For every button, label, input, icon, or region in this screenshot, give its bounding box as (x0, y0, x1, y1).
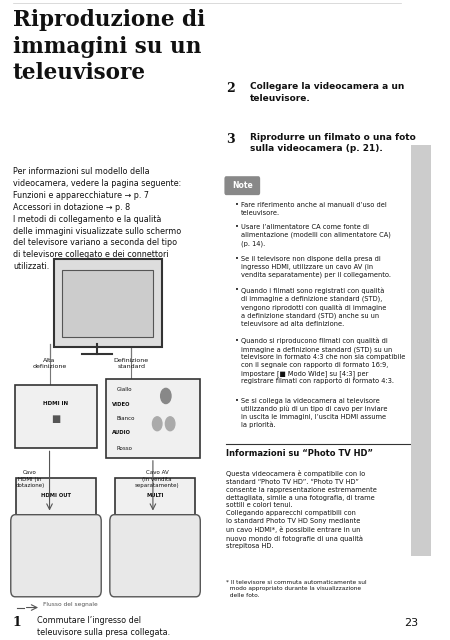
Text: HDMI OUT: HDMI OUT (41, 493, 71, 498)
Text: Per informazioni sul modello della
videocamera, vedere la pagina seguente:
Funzi: Per informazioni sul modello della video… (13, 167, 181, 212)
FancyBboxPatch shape (11, 515, 101, 596)
Text: 23: 23 (404, 618, 418, 628)
Text: Cavo
HDMI (in
dotazione): Cavo HDMI (in dotazione) (16, 470, 45, 488)
Text: •: • (235, 398, 239, 404)
Text: •: • (235, 202, 239, 208)
Text: AUDIO: AUDIO (112, 430, 131, 435)
Circle shape (166, 417, 175, 431)
Text: Bianco: Bianco (116, 416, 135, 421)
FancyBboxPatch shape (225, 176, 260, 195)
Text: Commutare l’ingresso del
teleuvisore sulla presa collegata.: Commutare l’ingresso del teleuvisore sul… (36, 616, 170, 637)
Text: Alta
definizione: Alta definizione (32, 358, 67, 369)
FancyBboxPatch shape (54, 259, 162, 348)
Circle shape (153, 417, 162, 431)
Text: Cavo AV
(in vendita
separatamente): Cavo AV (in vendita separatamente) (135, 470, 180, 488)
Text: Quando i filmati sono registrati con qualità
di immagine a definizione standard : Quando i filmati sono registrati con qua… (241, 287, 387, 326)
Text: Rosso: Rosso (116, 446, 132, 451)
Text: Riprodurre un filmato o una foto
sulla videocamera (p. 21).: Riprodurre un filmato o una foto sulla v… (250, 132, 415, 154)
Text: Fare riferimento anche ai manuali d’uso del
teleuvisore.: Fare riferimento anche ai manuali d’uso … (241, 202, 387, 216)
FancyBboxPatch shape (110, 515, 200, 596)
Text: Registrazione/riproduzione: Registrazione/riproduzione (417, 292, 426, 410)
Text: •: • (235, 338, 239, 344)
Bar (411, 145, 431, 556)
Text: •: • (235, 256, 239, 262)
Text: Collegare la videocamera a un
teleuvisore.: Collegare la videocamera a un teleuvisor… (250, 82, 404, 103)
Circle shape (161, 388, 171, 404)
Text: I metodi di collegamento e la qualità
delle immagini visualizzate sullo schermo
: I metodi di collegamento e la qualità de… (13, 214, 181, 271)
Text: •: • (235, 224, 239, 230)
Text: VIDEO: VIDEO (112, 403, 130, 407)
Text: Quando si riproducono filmati con qualità di
immagine a definizione standard (ST: Quando si riproducono filmati con qualit… (241, 338, 405, 385)
Text: Informazioni su “Photo TV HD”: Informazioni su “Photo TV HD” (226, 449, 373, 458)
Text: * Il televisore si commuta automaticamente sul
  modo appropriato durante la vis: * Il televisore si commuta automaticamen… (226, 580, 367, 598)
Text: Definizione
standard: Definizione standard (114, 358, 149, 369)
Text: Note: Note (232, 181, 252, 190)
Text: ■: ■ (51, 414, 61, 424)
FancyBboxPatch shape (15, 385, 97, 449)
Text: Se il televisore non dispone della presa di
ingresso HDMI, utilizzare un cavo AV: Se il televisore non dispone della presa… (241, 256, 391, 278)
Text: 1: 1 (13, 616, 22, 628)
Text: Usare l’alimentatore CA come fonte di
alimentazione (modelli con alimentatore CA: Usare l’alimentatore CA come fonte di al… (241, 224, 391, 246)
Text: Flusso del segnale: Flusso del segnale (43, 602, 98, 607)
Text: MULTI: MULTI (146, 493, 164, 498)
Text: 3: 3 (226, 132, 235, 146)
Text: Questa videocamera è compatibile con lo
standard “Photo TV HD”. “Photo TV HD”
co: Questa videocamera è compatibile con lo … (226, 470, 377, 549)
FancyBboxPatch shape (106, 379, 200, 458)
FancyBboxPatch shape (115, 478, 195, 516)
Text: Riproduzione di
immagini su un
teleuvisore: Riproduzione di immagini su un teleuviso… (13, 10, 205, 84)
Text: •: • (235, 287, 239, 293)
Text: Se si collega la videocamera al televisore
utilizzando più di un tipo di cavo pe: Se si collega la videocamera al televiso… (241, 398, 388, 428)
FancyBboxPatch shape (16, 478, 96, 516)
Text: HDMI IN: HDMI IN (44, 401, 68, 406)
Text: 2: 2 (226, 82, 235, 95)
FancyBboxPatch shape (63, 270, 153, 337)
Text: Giallo: Giallo (116, 387, 132, 392)
